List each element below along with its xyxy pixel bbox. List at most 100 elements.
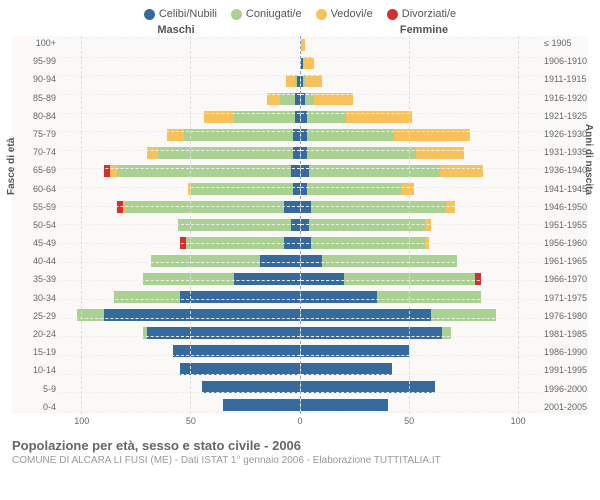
birth-year-tick: ≤ 1905 <box>544 38 588 48</box>
bar-segment <box>425 237 429 249</box>
birth-year-tick: 1971-1975 <box>544 293 588 303</box>
birth-year-tick: 1966-1970 <box>544 274 588 284</box>
bar-row <box>60 200 300 214</box>
bar-segment <box>301 363 392 375</box>
bars-area <box>60 36 540 414</box>
males-title: Maschi <box>12 24 300 36</box>
legend-label: Vedovi/e <box>331 8 373 20</box>
x-axis: 10050050100 <box>12 416 588 428</box>
age-band-tick: 70-74 <box>12 147 56 157</box>
bar-row <box>301 218 541 232</box>
bar-segment <box>202 381 300 393</box>
bar-row <box>301 56 541 70</box>
bar-segment <box>307 111 346 123</box>
bar-row <box>301 308 541 322</box>
bar-segment <box>416 147 464 159</box>
bar-row <box>60 218 300 232</box>
bar-segment <box>234 273 299 285</box>
age-band-tick: 90-94 <box>12 74 56 84</box>
birth-year-tick: 1931-1935 <box>544 147 588 157</box>
birth-year-tick: 1996-2000 <box>544 384 588 394</box>
age-band-tick: 15-19 <box>12 347 56 357</box>
bar-segment <box>301 237 312 249</box>
bar-segment <box>234 111 295 123</box>
bar-row <box>301 74 541 88</box>
bar-row <box>60 38 300 52</box>
age-band-tick: 45-49 <box>12 238 56 248</box>
age-band-tick: 100+ <box>12 38 56 48</box>
bar-row <box>60 182 300 196</box>
bar-segment <box>301 345 410 357</box>
bar-segment <box>104 309 300 321</box>
age-band-tick: 50-54 <box>12 220 56 230</box>
bar-row <box>60 110 300 124</box>
bar-row <box>301 38 541 52</box>
bar-segment <box>147 147 158 159</box>
bar-segment <box>158 147 293 159</box>
bar-row <box>301 146 541 160</box>
bar-segment <box>293 147 300 159</box>
bar-segment <box>475 273 482 285</box>
bar-segment <box>307 183 401 195</box>
bar-segment <box>301 327 443 339</box>
legend-item: Vedovi/e <box>316 8 373 20</box>
plot-area: Fasce di età Anni di nascita 100+95-9990… <box>12 36 588 414</box>
age-band-tick: 5-9 <box>12 384 56 394</box>
bar-row <box>301 254 541 268</box>
legend-label: Celibi/Nubili <box>159 8 217 20</box>
bar-segment <box>184 129 293 141</box>
bar-segment <box>301 255 323 267</box>
bar-row <box>301 236 541 250</box>
birth-year-tick: 1916-1920 <box>544 93 588 103</box>
bar-segment <box>301 39 305 51</box>
age-band-tick: 30-34 <box>12 293 56 303</box>
age-band-tick: 0-4 <box>12 402 56 412</box>
bar-segment <box>117 165 291 177</box>
legend-label: Divorziati/e <box>402 8 456 20</box>
bar-segment <box>167 129 184 141</box>
birth-year-tick: 2001-2005 <box>544 402 588 412</box>
bar-row <box>301 398 541 412</box>
bar-segment <box>301 399 388 411</box>
bar-segment <box>431 309 496 321</box>
bar-segment <box>180 363 300 375</box>
age-band-tick: 95-99 <box>12 56 56 66</box>
birth-year-tick: 1976-1980 <box>544 311 588 321</box>
x-tick: 0 <box>297 416 302 426</box>
bar-segment <box>173 345 299 357</box>
bar-row <box>301 290 541 304</box>
bar-segment <box>303 57 314 69</box>
bar-segment <box>301 219 310 231</box>
bar-row <box>60 128 300 142</box>
chart-title: Popolazione per età, sesso e stato civil… <box>12 438 588 453</box>
y-axis-label-left: Fasce di età <box>6 138 17 195</box>
bar-segment <box>186 237 284 249</box>
bar-segment <box>301 309 432 321</box>
birth-year-axis: ≤ 19051906-19101911-19151916-19201921-19… <box>540 36 588 414</box>
bar-segment <box>377 291 482 303</box>
bar-row <box>60 272 300 286</box>
bar-segment <box>293 183 300 195</box>
bar-row <box>60 92 300 106</box>
bar-row <box>301 326 541 340</box>
birth-year-tick: 1941-1945 <box>544 184 588 194</box>
bar-segment <box>322 255 457 267</box>
bar-segment <box>442 327 451 339</box>
bar-segment <box>191 183 293 195</box>
x-tick: 50 <box>186 416 196 426</box>
bar-row <box>301 92 541 106</box>
age-band-tick: 80-84 <box>12 111 56 121</box>
bar-segment <box>394 129 470 141</box>
age-band-tick: 60-64 <box>12 184 56 194</box>
bar-row <box>301 200 541 214</box>
bar-segment <box>178 219 291 231</box>
legend-swatch <box>144 9 155 20</box>
bar-row <box>60 146 300 160</box>
bar-segment <box>305 93 314 105</box>
bar-row <box>60 344 300 358</box>
bar-segment <box>284 201 299 213</box>
bar-segment <box>311 201 446 213</box>
age-band-tick: 35-39 <box>12 274 56 284</box>
birth-year-tick: 1946-1950 <box>544 202 588 212</box>
birth-year-tick: 1911-1915 <box>544 74 588 84</box>
